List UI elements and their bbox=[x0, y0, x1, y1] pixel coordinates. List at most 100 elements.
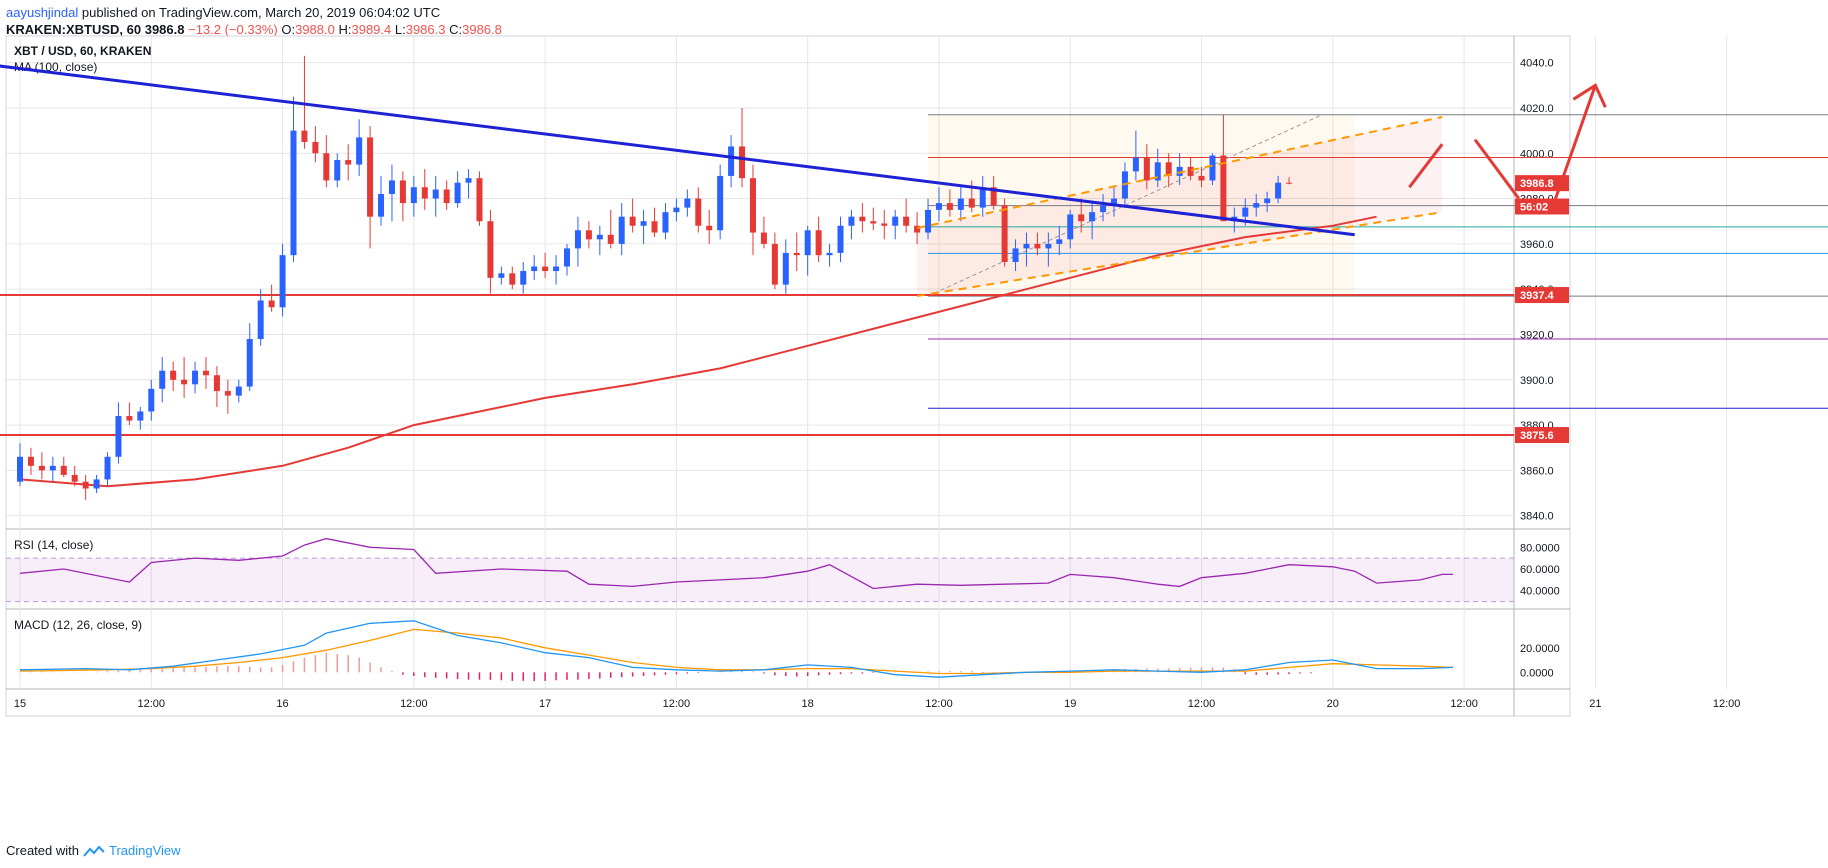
candle-body bbox=[246, 338, 253, 387]
candle bbox=[17, 443, 23, 487]
candle-body bbox=[1132, 157, 1139, 172]
tradingview-logo-icon bbox=[83, 845, 105, 857]
candle-body bbox=[137, 411, 144, 421]
candle-body bbox=[202, 370, 209, 376]
time-axis-label: 12:00 bbox=[138, 698, 166, 710]
time-axis-label: 12:00 bbox=[1713, 698, 1741, 710]
candle-body bbox=[892, 216, 899, 226]
candle bbox=[925, 198, 932, 240]
candle-body bbox=[651, 221, 658, 233]
candle-body bbox=[990, 187, 997, 206]
candle bbox=[706, 209, 713, 244]
candle-body bbox=[323, 153, 330, 181]
channel-upper-line bbox=[916, 116, 1443, 229]
footer: Created with TradingView bbox=[6, 843, 181, 858]
fib-diagonal-line bbox=[927, 114, 1323, 297]
candle bbox=[432, 175, 439, 217]
candle-body bbox=[126, 416, 133, 421]
candle bbox=[760, 216, 767, 249]
candle bbox=[564, 243, 570, 276]
interval-value: 60 bbox=[126, 22, 142, 37]
candle-body bbox=[290, 130, 297, 256]
candle-body bbox=[782, 252, 789, 285]
candle-body bbox=[1023, 243, 1030, 249]
candle-body bbox=[553, 266, 560, 272]
bearish-trend-line bbox=[0, 64, 1355, 237]
candle bbox=[1045, 232, 1052, 267]
candle-body bbox=[706, 225, 713, 231]
candle bbox=[553, 255, 560, 285]
candle bbox=[1132, 130, 1139, 181]
candle-body bbox=[1078, 214, 1085, 222]
candle-body bbox=[115, 416, 122, 457]
candle-body bbox=[1067, 214, 1074, 240]
candle bbox=[312, 126, 319, 163]
candle bbox=[1078, 198, 1085, 233]
price-axis-label: 3960.0 bbox=[1520, 239, 1554, 251]
candle-body bbox=[859, 216, 866, 222]
candle-body bbox=[914, 225, 921, 233]
time-axis-label: 17 bbox=[539, 698, 551, 710]
candle-body bbox=[925, 209, 932, 233]
candle-body bbox=[334, 160, 341, 181]
candle bbox=[837, 216, 844, 262]
candle bbox=[388, 164, 395, 222]
candle bbox=[279, 243, 286, 317]
candle bbox=[739, 107, 746, 188]
author-link[interactable]: aayushjindal bbox=[6, 5, 79, 20]
created-with-label: Created with bbox=[6, 843, 79, 858]
candle-body bbox=[27, 456, 34, 466]
rsi-line bbox=[19, 537, 1454, 590]
candle-body bbox=[454, 182, 461, 204]
candle-body bbox=[1286, 182, 1293, 184]
candle-body bbox=[399, 180, 406, 204]
candle-body bbox=[804, 230, 811, 256]
last-price: 3986.8 bbox=[144, 22, 185, 37]
candle-body bbox=[837, 225, 844, 253]
price-tag bbox=[1515, 175, 1569, 192]
candle-body bbox=[356, 137, 363, 165]
candle bbox=[60, 456, 67, 478]
candle-body bbox=[1001, 205, 1008, 262]
ma-100-line bbox=[19, 215, 1377, 488]
price-axis-label: 3920.0 bbox=[1520, 329, 1554, 341]
candle-body bbox=[695, 198, 702, 226]
candle-body bbox=[903, 216, 910, 226]
candle bbox=[815, 216, 822, 262]
candle-body bbox=[728, 146, 735, 176]
candle-body bbox=[935, 203, 942, 210]
price-axis-label: 3840.0 bbox=[1520, 511, 1554, 523]
candle bbox=[399, 171, 406, 222]
open-value: 3988.0 bbox=[295, 22, 335, 37]
candle-body bbox=[465, 178, 472, 183]
candle-body bbox=[1253, 203, 1260, 208]
candle bbox=[27, 447, 34, 475]
tradingview-link[interactable]: TradingView bbox=[108, 843, 181, 858]
price-tag-label: 3875.6 bbox=[1520, 430, 1554, 442]
candle bbox=[1187, 157, 1194, 181]
candle bbox=[192, 361, 199, 394]
candle-body bbox=[749, 178, 756, 233]
candle-body bbox=[662, 212, 669, 233]
candle bbox=[585, 221, 592, 249]
candle bbox=[826, 243, 833, 267]
candle-body bbox=[848, 216, 855, 226]
candle-body bbox=[1111, 198, 1117, 206]
candle bbox=[957, 184, 964, 222]
candle-body bbox=[1143, 157, 1150, 181]
candle bbox=[640, 209, 647, 244]
candle-body bbox=[421, 187, 428, 199]
candle-body bbox=[673, 207, 680, 213]
candle bbox=[465, 169, 472, 199]
time-axis-label: 12:00 bbox=[400, 698, 428, 710]
candle bbox=[749, 164, 756, 256]
candle bbox=[607, 209, 614, 249]
time-axis-label: 15 bbox=[14, 698, 26, 710]
candle-body bbox=[476, 178, 483, 222]
high-value: 3989.4 bbox=[351, 22, 392, 37]
candle bbox=[323, 135, 330, 188]
candle-body bbox=[640, 221, 647, 226]
candle-body bbox=[968, 198, 975, 208]
rsi-axis-label: 60.0000 bbox=[1520, 564, 1560, 576]
